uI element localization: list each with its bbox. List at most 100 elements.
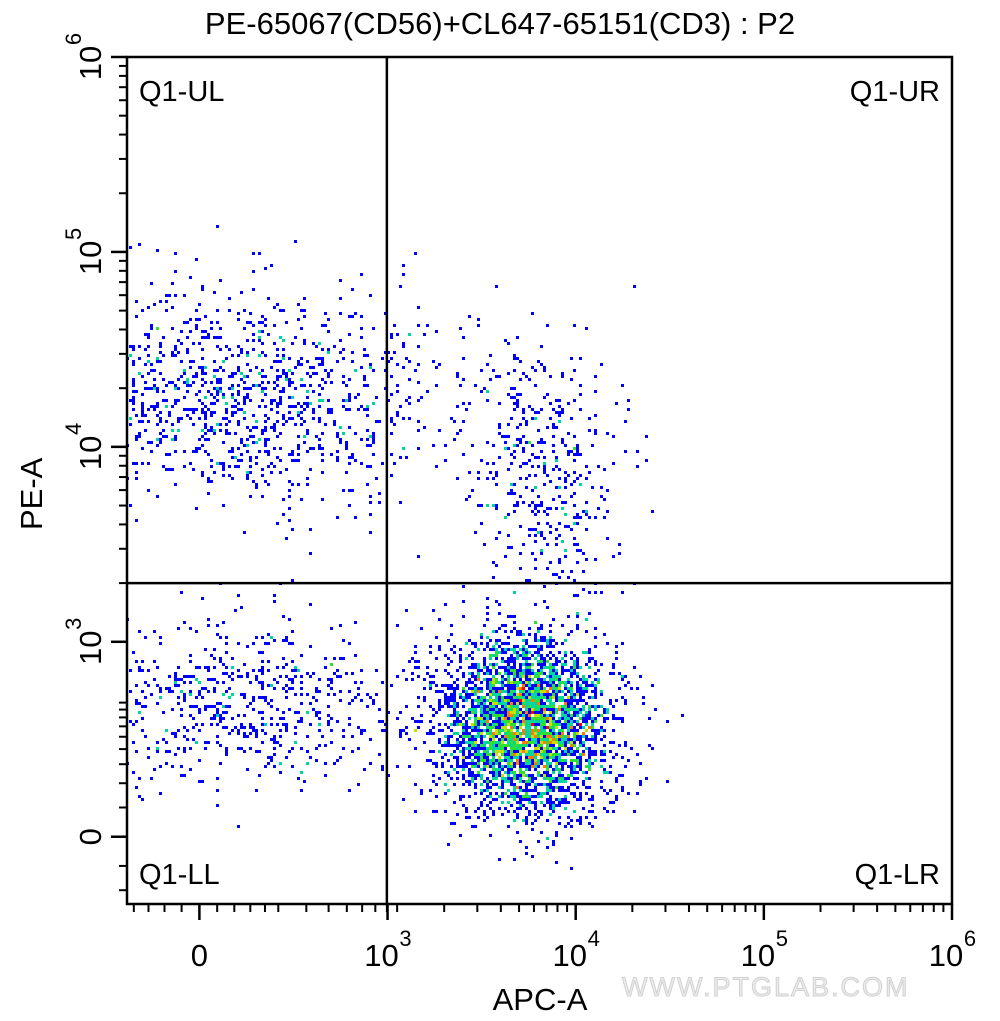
event-dot [573, 492, 576, 495]
event-dot [216, 225, 219, 228]
event-dot [552, 618, 555, 621]
event-dot [282, 339, 285, 342]
event-dot [321, 363, 324, 366]
event-dot [504, 735, 507, 738]
event-dot [252, 699, 255, 702]
event-dot [489, 723, 492, 726]
event-dot [309, 723, 312, 726]
event-dot [528, 684, 531, 687]
event-dot [468, 783, 471, 786]
event-dot [312, 696, 315, 699]
event-dot [561, 789, 564, 792]
event-dot [507, 435, 510, 438]
event-dot [264, 414, 267, 417]
event-dot [570, 693, 573, 696]
event-dot [450, 735, 453, 738]
event-dot [492, 462, 495, 465]
event-dot [573, 744, 576, 747]
event-dot [435, 690, 438, 693]
event-dot [537, 411, 540, 414]
event-dot [453, 750, 456, 753]
event-dot [336, 675, 339, 678]
event-dot [456, 687, 459, 690]
event-dot [570, 729, 573, 732]
event-dot [537, 774, 540, 777]
event-dot [207, 333, 210, 336]
event-dot [471, 693, 474, 696]
event-dot [303, 384, 306, 387]
event-dot [552, 732, 555, 735]
event-dot [390, 684, 393, 687]
event-dot [429, 645, 432, 648]
event-dot [432, 714, 435, 717]
event-dot [564, 750, 567, 753]
event-dot [165, 300, 168, 303]
event-dot [456, 741, 459, 744]
event-dot [306, 477, 309, 480]
event-dot [582, 780, 585, 783]
event-dot [519, 798, 522, 801]
event-dot [318, 744, 321, 747]
event-dot [465, 816, 468, 819]
event-dot [396, 765, 399, 768]
event-dot [615, 651, 618, 654]
event-dot [540, 750, 543, 753]
event-dot [492, 648, 495, 651]
event-dot [174, 294, 177, 297]
event-dot [438, 702, 441, 705]
event-dot [558, 399, 561, 402]
event-dot [549, 798, 552, 801]
event-dot [285, 636, 288, 639]
event-dot [546, 783, 549, 786]
event-dot [558, 651, 561, 654]
event-dot [489, 747, 492, 750]
event-dot [129, 669, 132, 672]
event-dot [300, 687, 303, 690]
event-dot [525, 678, 528, 681]
event-dot [270, 408, 273, 411]
event-dot [489, 669, 492, 672]
event-dot [354, 681, 357, 684]
event-dot [465, 723, 468, 726]
event-dot [591, 723, 594, 726]
event-dot [156, 684, 159, 687]
event-dot [510, 795, 513, 798]
event-dot [438, 690, 441, 693]
event-dot [468, 717, 471, 720]
event-dot [390, 453, 393, 456]
event-dot [483, 747, 486, 750]
event-dot [411, 717, 414, 720]
event-dot [531, 765, 534, 768]
event-dot [138, 795, 141, 798]
event-dot [435, 783, 438, 786]
event-dot [210, 717, 213, 720]
event-dot [492, 645, 495, 648]
event-dot [513, 714, 516, 717]
event-dot [525, 795, 528, 798]
event-dot [192, 726, 195, 729]
event-dot [135, 699, 138, 702]
event-dot [150, 324, 153, 327]
event-dot [213, 678, 216, 681]
event-dot [147, 333, 150, 336]
event-dot [330, 717, 333, 720]
event-dot [318, 444, 321, 447]
event-dot [528, 672, 531, 675]
event-dot [402, 345, 405, 348]
event-dot [540, 663, 543, 666]
event-dot [558, 696, 561, 699]
event-dot [618, 774, 621, 777]
event-dot [507, 765, 510, 768]
event-dot [465, 498, 468, 501]
event-dot [543, 726, 546, 729]
event-dot [174, 450, 177, 453]
event-dot [486, 693, 489, 696]
event-dot [540, 438, 543, 441]
event-dot [390, 420, 393, 423]
event-dot [252, 726, 255, 729]
event-dot [495, 642, 498, 645]
event-dot [513, 615, 516, 618]
event-dot [276, 420, 279, 423]
event-dot [636, 753, 639, 756]
event-dot [231, 387, 234, 390]
